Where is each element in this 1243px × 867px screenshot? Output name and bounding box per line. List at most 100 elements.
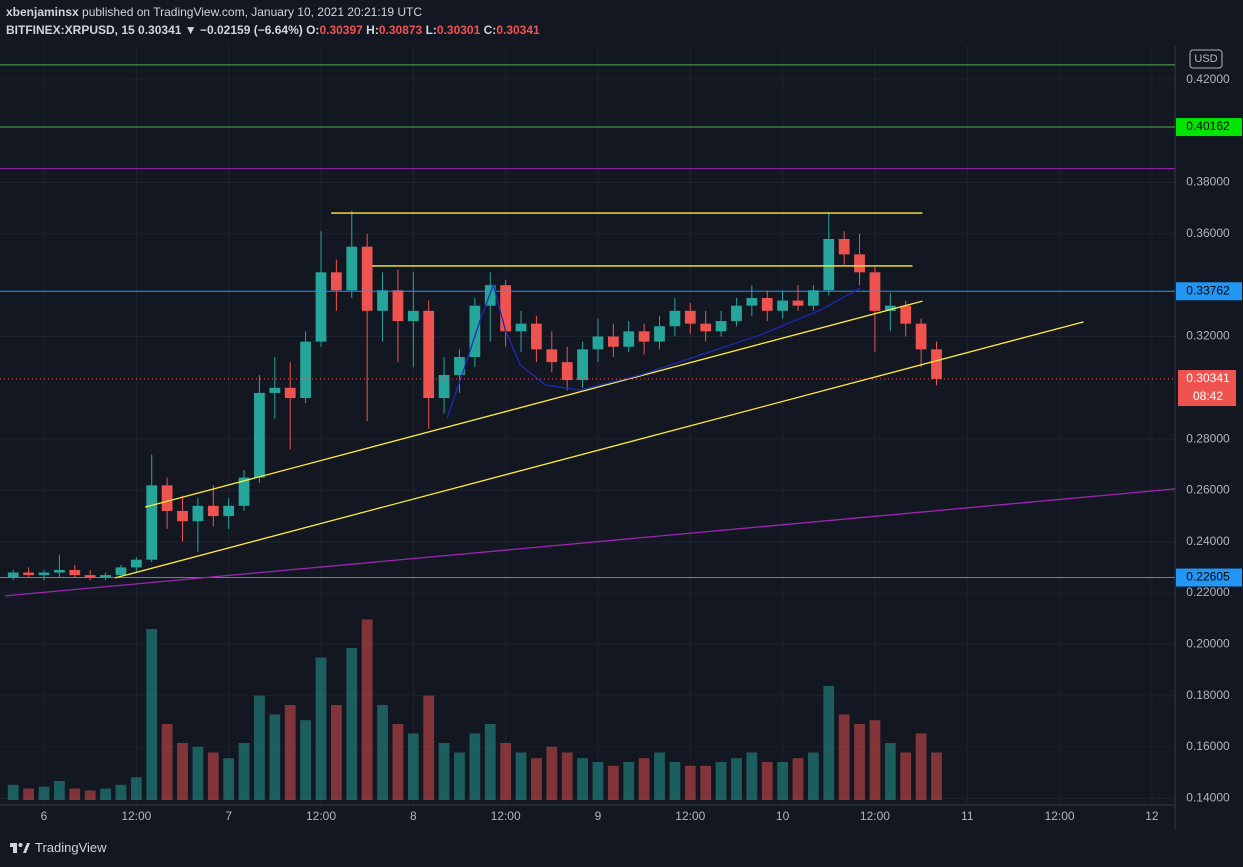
volume-bar — [561, 752, 573, 800]
x-tick-label: 12:00 — [306, 809, 336, 823]
y-tick-label: 0.36000 — [1186, 226, 1230, 240]
trendline — [114, 321, 1084, 579]
volume-bar — [38, 786, 50, 800]
close-label: C: — [483, 23, 497, 37]
volume-bar — [161, 724, 173, 800]
candle-body — [561, 362, 573, 381]
volume-bar — [284, 705, 296, 800]
header-line-2: BITFINEX:XRPUSD, 15 0.30341 ▼ −0.02159 (… — [6, 23, 540, 37]
candle-body — [146, 485, 158, 560]
volume-bar — [792, 758, 804, 800]
candle-body — [792, 300, 804, 306]
x-tick-label: 12:00 — [491, 809, 521, 823]
volume-bar — [531, 758, 542, 800]
candle-body — [531, 323, 542, 350]
open: 0.30397 — [319, 23, 363, 37]
y-tick-label: 0.42000 — [1186, 72, 1230, 86]
last-price-label: 0.30341 — [1186, 371, 1230, 385]
volume-bar — [731, 758, 742, 800]
volume-bar — [654, 752, 665, 800]
volume-bar — [438, 743, 450, 800]
candle-body — [330, 272, 342, 291]
candle-body — [500, 285, 512, 332]
candle-body — [854, 254, 865, 273]
symbol: BITFINEX:XRPUSD, 15 — [6, 23, 135, 37]
volume-bar — [392, 724, 404, 800]
volume-bar — [423, 695, 435, 800]
x-tick-label: 9 — [595, 809, 602, 823]
candle-body — [838, 238, 850, 255]
volume-bar — [407, 733, 419, 800]
volume-bar — [869, 720, 881, 800]
volume-bar — [177, 743, 188, 800]
candle-body — [315, 272, 327, 342]
volume-bar — [100, 788, 111, 800]
volume-bar — [54, 781, 65, 800]
volume-bar — [223, 758, 235, 800]
y-tick-label: 0.28000 — [1186, 431, 1230, 445]
price-label: 0.40162 — [1186, 119, 1230, 133]
volume-bar — [884, 743, 896, 800]
candle-body — [346, 246, 358, 291]
candle-body — [269, 387, 281, 393]
candle-body — [484, 285, 496, 306]
candle-body — [300, 341, 311, 399]
candle-body — [284, 387, 296, 399]
volume-bar — [146, 629, 158, 800]
candle-body — [54, 569, 65, 573]
currency: USD — [1194, 53, 1217, 65]
candle-body — [130, 559, 142, 568]
y-tick-label: 0.18000 — [1186, 688, 1230, 702]
volume-bar — [484, 724, 496, 800]
candle-body — [515, 323, 527, 332]
volume-bar — [238, 743, 250, 800]
candle-body — [84, 575, 96, 578]
candle-body — [438, 374, 450, 399]
volume-bar — [746, 752, 758, 800]
price-label: 0.33762 — [1186, 283, 1230, 297]
y-tick-label: 0.38000 — [1186, 175, 1230, 189]
volume-bar — [808, 752, 819, 800]
candle-body — [731, 305, 742, 322]
published: published on TradingView.com, January 10… — [78, 5, 423, 19]
candle-body — [900, 305, 912, 324]
x-tick-label: 11 — [961, 809, 974, 823]
x-tick-label: 12:00 — [675, 809, 705, 823]
candle-body — [638, 331, 650, 342]
candle-body — [577, 349, 588, 381]
volume-bar — [361, 619, 373, 800]
x-tick-label: 12:00 — [121, 809, 151, 823]
y-tick-label: 0.16000 — [1186, 739, 1230, 753]
volume-bar — [377, 705, 388, 800]
volume-bar — [115, 784, 127, 800]
brand[interactable]: TradingView — [35, 840, 107, 855]
volume-bar — [254, 695, 265, 800]
last: 0.30341 — [138, 23, 182, 37]
volume-bar — [700, 765, 712, 800]
volume-bar — [915, 733, 927, 800]
candle-body — [23, 572, 35, 576]
author: xbenjaminsx — [6, 5, 79, 19]
high: 0.30873 — [378, 23, 423, 37]
candle-body — [623, 331, 635, 347]
volume-bar — [269, 714, 281, 800]
volume-bar — [515, 752, 527, 800]
trendline — [5, 488, 1176, 597]
close: 0.30341 — [496, 23, 540, 37]
y-tick-label: 0.26000 — [1186, 483, 1230, 497]
candle-body — [931, 349, 942, 380]
candle-body — [361, 246, 373, 311]
candle-body — [777, 300, 789, 311]
candle-body — [7, 572, 19, 578]
x-tick-label: 12:00 — [860, 809, 890, 823]
candle-body — [746, 297, 758, 306]
high-label: H: — [366, 23, 379, 37]
volume-bar — [592, 762, 604, 800]
volume-bar — [7, 784, 19, 800]
candle-body — [254, 392, 265, 478]
candle-body — [392, 290, 404, 322]
y-tick-label: 0.24000 — [1186, 534, 1230, 548]
candle-body — [823, 238, 835, 291]
candle-body — [715, 321, 727, 332]
candle-body — [592, 336, 604, 350]
